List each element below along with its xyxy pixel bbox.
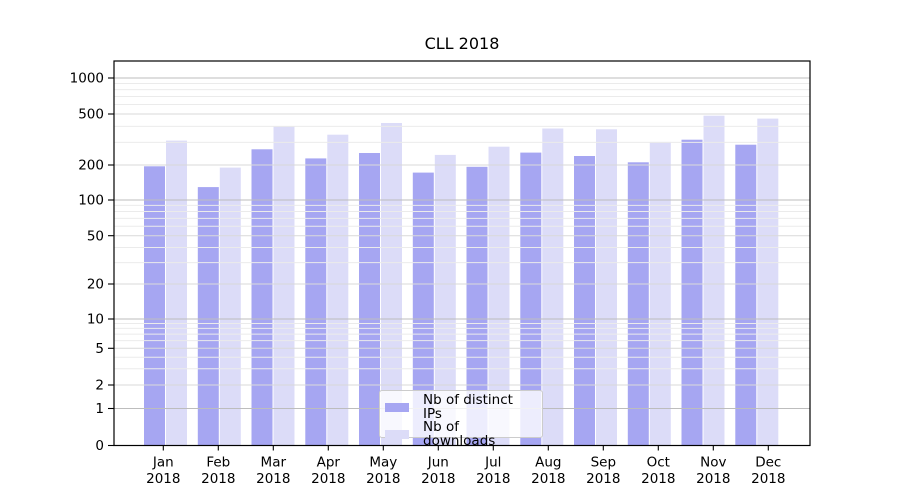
x-tick-label-year-apr: 2018 bbox=[311, 471, 345, 487]
x-tick-label-year-nov: 2018 bbox=[696, 471, 730, 487]
bar-distinct-ips-jan bbox=[144, 166, 165, 446]
x-tick-label-month-oct: Oct bbox=[647, 455, 670, 471]
y-tick-label-100: 100 bbox=[78, 193, 104, 209]
x-tick-label-year-aug: 2018 bbox=[531, 471, 565, 487]
x-tick-label-year-sep: 2018 bbox=[586, 471, 620, 487]
legend-item-downloads: Nb of downloads bbox=[385, 419, 534, 449]
x-tick-label-month-apr: Apr bbox=[317, 455, 341, 471]
bar-downloads-aug bbox=[542, 128, 564, 446]
x-tick-label-year-jul: 2018 bbox=[476, 471, 510, 487]
bar-downloads-dec bbox=[757, 118, 779, 446]
bar-distinct-ips-nov bbox=[681, 139, 703, 446]
bar-downloads-sep bbox=[596, 129, 617, 446]
x-tick-label-month-dec: Dec bbox=[755, 455, 781, 471]
y-tick-label-1: 1 bbox=[95, 401, 104, 417]
x-tick-label-month-jan: Jan bbox=[152, 455, 174, 471]
x-tick-label-year-mar: 2018 bbox=[256, 471, 290, 487]
y-tick-label-10: 10 bbox=[87, 312, 104, 328]
x-tick-label-year-oct: 2018 bbox=[641, 471, 675, 487]
bar-distinct-ips-jul bbox=[466, 166, 488, 446]
x-tick-label-month-jul: Jul bbox=[484, 455, 501, 471]
x-tick-label-year-jun: 2018 bbox=[421, 471, 455, 487]
x-tick-label-month-feb: Feb bbox=[206, 455, 230, 471]
y-tick-label-20: 20 bbox=[87, 277, 104, 293]
bar-downloads-oct bbox=[649, 141, 671, 446]
x-tick-label-year-may: 2018 bbox=[366, 471, 400, 487]
chart-title: CLL 2018 bbox=[424, 34, 500, 53]
bar-distinct-ips-apr bbox=[305, 158, 327, 446]
bar-downloads-jan bbox=[166, 140, 187, 446]
y-tick-label-0: 0 bbox=[95, 438, 104, 454]
x-tick-label-year-dec: 2018 bbox=[751, 471, 785, 487]
bar-distinct-ips-jun bbox=[412, 172, 434, 446]
y-tick-label-200: 200 bbox=[78, 158, 104, 174]
x-tick-label-month-jun: Jun bbox=[427, 455, 449, 471]
legend-swatch-distinct-ips bbox=[385, 403, 409, 412]
y-tick-label-5: 5 bbox=[95, 341, 104, 357]
x-tick-label-month-mar: Mar bbox=[261, 455, 287, 471]
chart-legend: Nb of distinct IPs Nb of downloads bbox=[379, 390, 543, 447]
bar-distinct-ips-dec bbox=[735, 144, 757, 446]
y-tick-label-500: 500 bbox=[78, 107, 104, 123]
bar-distinct-ips-feb bbox=[197, 187, 219, 446]
y-tick-label-50: 50 bbox=[87, 228, 104, 244]
bar-downloads-feb bbox=[219, 167, 241, 446]
bar-distinct-ips-oct bbox=[627, 162, 649, 446]
x-tick-label-month-may: May bbox=[369, 455, 397, 471]
bar-downloads-jun bbox=[434, 154, 456, 446]
bar-downloads-jul bbox=[488, 146, 510, 446]
legend-swatch-downloads bbox=[385, 430, 409, 439]
bar-distinct-ips-sep bbox=[574, 156, 595, 446]
x-tick-label-year-jan: 2018 bbox=[146, 471, 180, 487]
bar-distinct-ips-may bbox=[359, 153, 380, 446]
legend-label-downloads: Nb of downloads bbox=[423, 419, 496, 449]
x-tick-label-year-feb: 2018 bbox=[201, 471, 235, 487]
plot-border bbox=[113, 60, 811, 447]
legend-item-distinct-ips: Nb of distinct IPs bbox=[385, 392, 534, 422]
x-tick-label-month-aug: Aug bbox=[535, 455, 561, 471]
x-tick-label-month-sep: Sep bbox=[591, 455, 616, 471]
bar-distinct-ips-mar bbox=[251, 149, 273, 446]
x-tick-label-month-nov: Nov bbox=[700, 455, 726, 471]
y-tick-label-1000: 1000 bbox=[70, 71, 104, 87]
bar-downloads-apr bbox=[327, 134, 349, 446]
bar-downloads-mar bbox=[273, 126, 295, 446]
legend-label-distinct-ips: Nb of distinct IPs bbox=[423, 392, 513, 422]
bar-downloads-nov bbox=[703, 115, 725, 446]
y-tick-label-2: 2 bbox=[95, 378, 104, 394]
